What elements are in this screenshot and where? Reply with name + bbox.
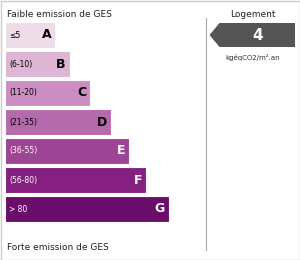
Text: 4: 4 <box>252 28 262 42</box>
Polygon shape <box>209 23 295 47</box>
Text: G: G <box>154 203 164 216</box>
Text: Faible emission de GES: Faible emission de GES <box>7 10 112 19</box>
FancyBboxPatch shape <box>5 80 90 106</box>
Text: A: A <box>42 29 52 42</box>
Text: ≤5: ≤5 <box>9 30 20 40</box>
Text: F: F <box>134 173 142 186</box>
Text: C: C <box>77 87 86 100</box>
Text: (21-35): (21-35) <box>9 118 37 127</box>
FancyBboxPatch shape <box>5 109 111 135</box>
Text: (6-10): (6-10) <box>9 60 32 68</box>
Text: > 80: > 80 <box>9 205 27 213</box>
Text: Forte emission de GES: Forte emission de GES <box>7 243 109 252</box>
FancyBboxPatch shape <box>5 196 169 222</box>
FancyBboxPatch shape <box>5 22 55 48</box>
Text: D: D <box>97 115 107 128</box>
Text: E: E <box>117 145 125 158</box>
FancyBboxPatch shape <box>5 167 146 193</box>
Text: Logement: Logement <box>230 10 275 19</box>
Text: (11-20): (11-20) <box>9 88 37 98</box>
Text: (36-55): (36-55) <box>9 146 37 155</box>
Text: kgéqCO2/m².an: kgéqCO2/m².an <box>225 54 280 61</box>
Text: (56-80): (56-80) <box>9 176 37 185</box>
Text: B: B <box>56 57 66 70</box>
FancyBboxPatch shape <box>5 138 130 164</box>
FancyBboxPatch shape <box>5 51 70 77</box>
